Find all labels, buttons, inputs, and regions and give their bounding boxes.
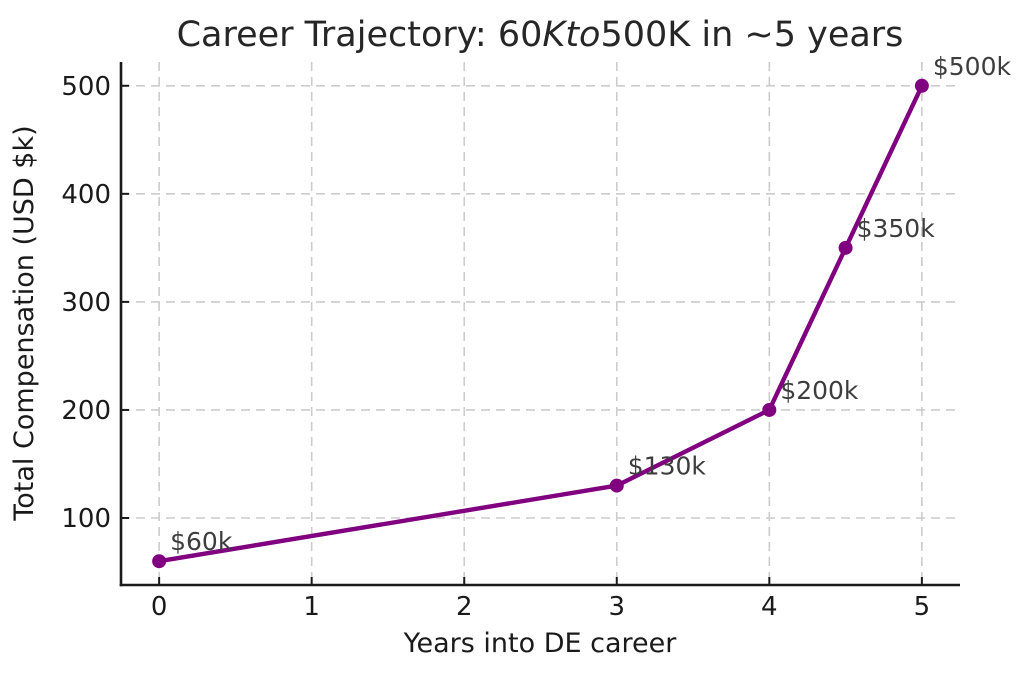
chart-title: Career Trajectory: 60Kto500K in ~5 years	[177, 15, 904, 55]
x-tick-label: 5	[914, 592, 931, 622]
compensation-line-series	[152, 78, 929, 569]
y-axis-label: Total Compensation (USD $k)	[9, 125, 40, 521]
y-tick-label: 300	[61, 288, 111, 318]
chart-title-post: 500K in ~5 years	[600, 15, 903, 55]
data-point-marker	[609, 478, 624, 493]
point-value-label: $60k	[170, 527, 233, 556]
y-tick-label: 200	[61, 396, 111, 426]
data-point-marker	[152, 554, 167, 569]
data-point-marker	[762, 402, 777, 417]
x-tick-label: 2	[456, 592, 473, 622]
x-tick-label: 4	[761, 592, 778, 622]
chart-title-math-italic: Kto	[542, 15, 600, 55]
chart-title-pre: Career Trajectory: 60	[177, 15, 543, 55]
point-value-label: $500k	[933, 52, 1012, 81]
x-tick-label: 3	[608, 592, 625, 622]
tick-labels: 0 1 2 3 4 5 100 200 300 400 500	[61, 72, 930, 622]
point-value-label: $350k	[857, 214, 936, 243]
gridlines	[121, 62, 960, 585]
axis-spines	[119, 62, 960, 587]
point-annotations: $60k $130k $200k $350k $500k	[170, 52, 1011, 556]
y-tick-label: 100	[61, 504, 111, 534]
data-point-marker	[838, 240, 853, 255]
point-value-label: $200k	[780, 376, 859, 405]
x-tick-label: 1	[303, 592, 320, 622]
y-tick-label: 400	[61, 180, 111, 210]
compensation-line	[156, 83, 925, 564]
axis-ticks	[121, 84, 923, 585]
x-axis-label: Years into DE career	[403, 628, 678, 659]
y-tick-label: 500	[61, 72, 111, 102]
data-point-marker	[914, 78, 929, 93]
x-tick-label: 0	[151, 592, 168, 622]
point-value-label: $130k	[628, 452, 707, 481]
